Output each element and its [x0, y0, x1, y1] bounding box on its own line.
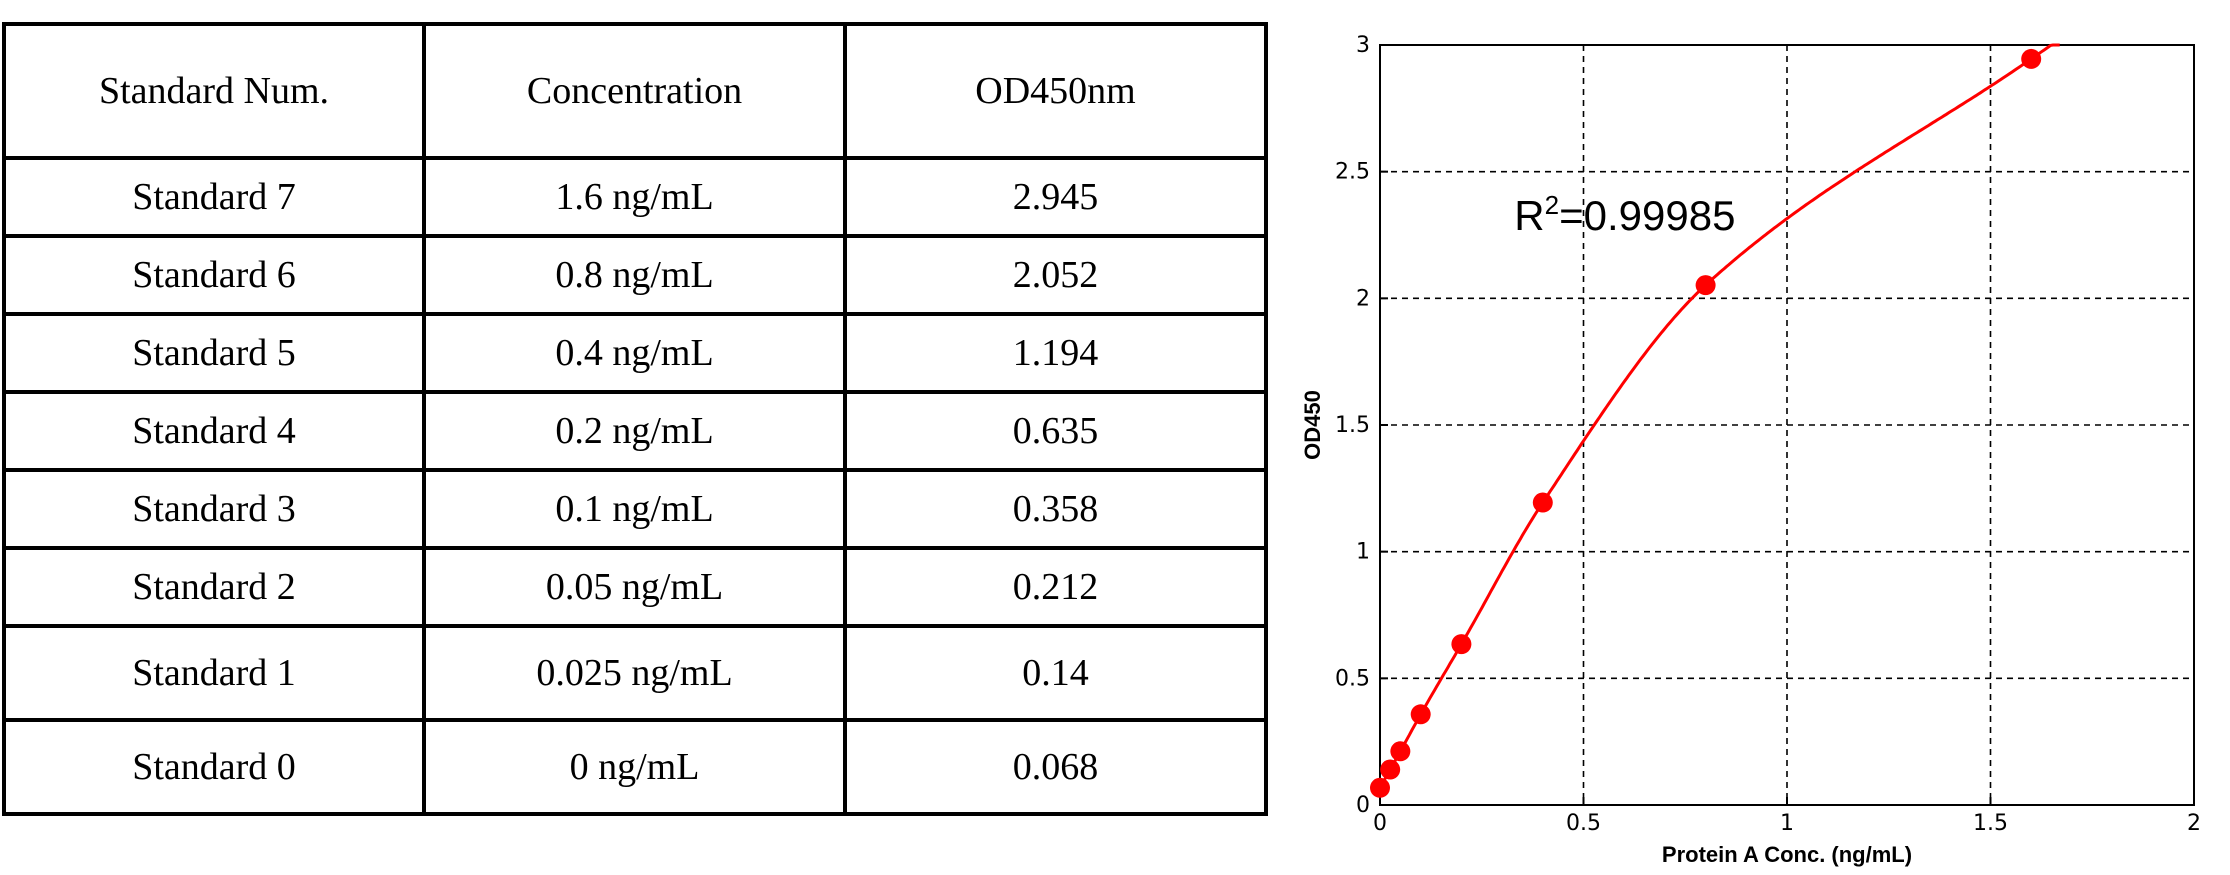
cell-standard: Standard 3 — [2, 468, 426, 550]
cell-standard: Standard 7 — [2, 156, 426, 238]
x-tick-label: 1 — [1780, 811, 1794, 836]
cell-standard: Standard 1 — [2, 624, 426, 722]
data-point — [1380, 759, 1401, 780]
table-row: Standard 0 0 ng/mL 0.068 — [2, 718, 1268, 816]
x-tick-label: 0.5 — [1566, 811, 1601, 836]
data-points — [1370, 48, 2042, 798]
table-row: Standard 2 0.05 ng/mL 0.212 — [2, 546, 1268, 628]
y-axis-label: OD450 — [1300, 390, 1325, 460]
cell-concentration: 1.6 ng/mL — [422, 156, 847, 238]
cell-standard: Standard 0 — [2, 718, 426, 816]
data-point — [1532, 492, 1553, 513]
data-point — [1451, 634, 1472, 655]
cell-od: 0.14 — [843, 624, 1268, 722]
x-tick-label: 0 — [1373, 811, 1387, 836]
cell-standard: Standard 6 — [2, 234, 426, 316]
cell-concentration: 0 ng/mL — [422, 718, 847, 816]
data-point — [1390, 741, 1411, 762]
cell-concentration: 0.2 ng/mL — [422, 390, 847, 472]
cell-od: 0.068 — [843, 718, 1268, 816]
cell-od: 1.194 — [843, 312, 1268, 394]
cell-concentration: 0.1 ng/mL — [422, 468, 847, 550]
cell-od: 2.945 — [843, 156, 1268, 238]
table-row: Standard 6 0.8 ng/mL 2.052 — [2, 234, 1268, 316]
chart-grid — [1380, 45, 2194, 805]
r2-annotation: R2=0.99985 — [1514, 190, 1735, 239]
x-axis-label: Protein A Conc. (ng/mL) — [1662, 842, 1912, 867]
standard-table: Standard Num. Concentration OD450nm Stan… — [2, 22, 1268, 816]
x-tick-label: 2 — [2187, 811, 2201, 836]
y-tick-label: 1.5 — [1335, 413, 1370, 438]
data-point — [1410, 704, 1431, 725]
cell-standard: Standard 2 — [2, 546, 426, 628]
y-tick-label: 2.5 — [1335, 160, 1370, 185]
data-point — [1370, 777, 1390, 798]
y-tick-label: 2 — [1356, 286, 1370, 311]
cell-standard: Standard 5 — [2, 312, 426, 394]
x-tick-label: 1.5 — [1973, 811, 2008, 836]
table-row: Standard 4 0.2 ng/mL 0.635 — [2, 390, 1268, 472]
cell-concentration: 0.4 ng/mL — [422, 312, 847, 394]
cell-od: 2.052 — [843, 234, 1268, 316]
standard-curve-chart: 0 0.5 1 1.5 2 0 0.5 1 1.5 2 2.5 3 R2=0.99985 Protei… — [1300, 33, 2201, 867]
y-tick-label: 0 — [1356, 793, 1370, 818]
header-standard-num: Standard Num. — [2, 22, 426, 160]
data-point — [2021, 48, 2042, 69]
cell-standard: Standard 4 — [2, 390, 426, 472]
cell-concentration: 0.8 ng/mL — [422, 234, 847, 316]
axis-ticks: 0 0.5 1 1.5 2 0 0.5 1 1.5 2 2.5 3 — [1335, 33, 2201, 836]
data-point — [1695, 275, 1716, 296]
y-tick-label: 0.5 — [1335, 666, 1370, 691]
header-concentration: Concentration — [422, 22, 847, 160]
table-row: Standard 7 1.6 ng/mL 2.945 — [2, 156, 1268, 238]
y-tick-label: 3 — [1356, 33, 1370, 58]
header-od450: OD450nm — [843, 22, 1268, 160]
fit-curve — [1378, 43, 2060, 789]
y-tick-label: 1 — [1356, 540, 1370, 565]
cell-od: 0.358 — [843, 468, 1268, 550]
cell-od: 0.212 — [843, 546, 1268, 628]
cell-concentration: 0.05 ng/mL — [422, 546, 847, 628]
table-row: Standard 5 0.4 ng/mL 1.194 — [2, 312, 1268, 394]
table-header-row: Standard Num. Concentration OD450nm — [2, 22, 1268, 160]
cell-concentration: 0.025 ng/mL — [422, 624, 847, 722]
cell-od: 0.635 — [843, 390, 1268, 472]
table-row: Standard 3 0.1 ng/mL 0.358 — [2, 468, 1268, 550]
table-row: Standard 1 0.025 ng/mL 0.14 — [2, 624, 1268, 722]
